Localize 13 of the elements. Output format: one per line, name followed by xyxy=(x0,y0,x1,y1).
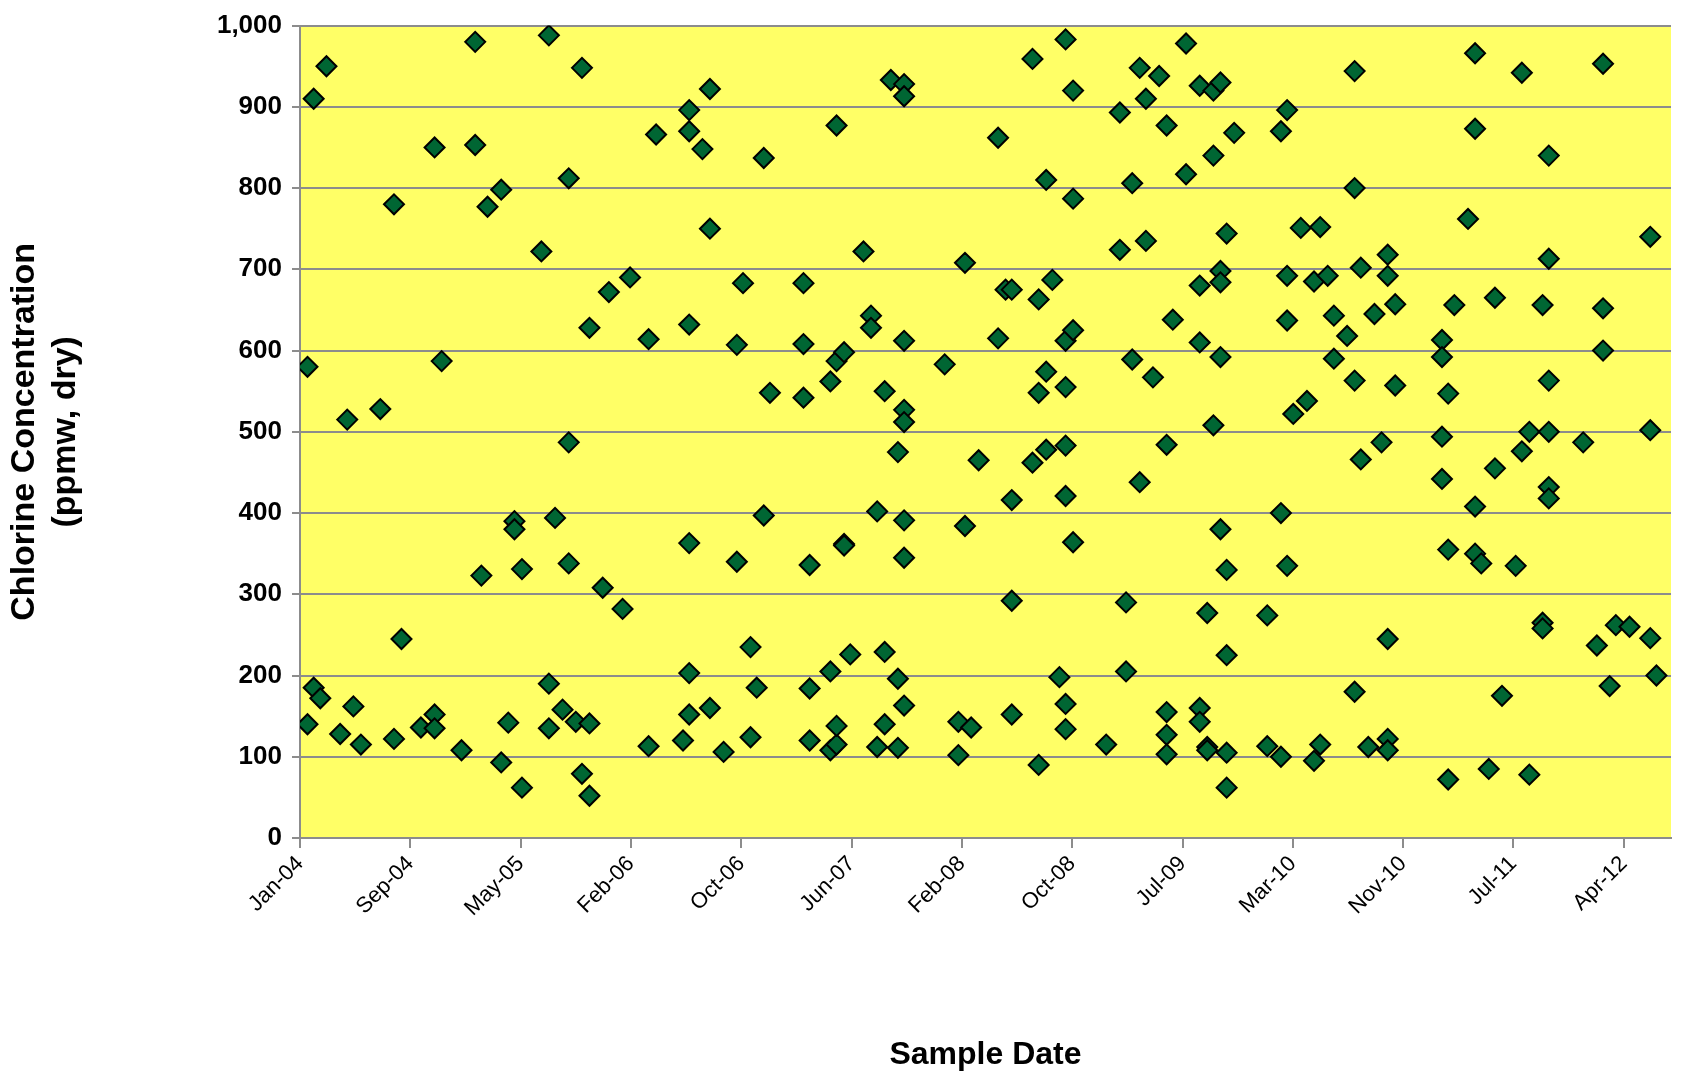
y-tick-label: 300 xyxy=(238,577,282,608)
y-tick-label: 400 xyxy=(238,496,282,527)
y-tick-label: 100 xyxy=(238,739,282,770)
y-tick-label: 1,000 xyxy=(216,8,282,39)
y-tick-label: 500 xyxy=(238,414,282,445)
y-tick-label: 800 xyxy=(238,171,282,202)
y-tick-label: 700 xyxy=(238,252,282,283)
y-tick-label: 200 xyxy=(238,658,282,689)
y-tick-label: 600 xyxy=(238,333,282,364)
x-axis-title: Sample Date xyxy=(889,1034,1082,1071)
y-tick-label: 0 xyxy=(267,821,282,852)
y-axis-title: Chlorine Concentration (ppmw, dry) xyxy=(2,242,82,621)
y-tick-label: 900 xyxy=(238,90,282,121)
